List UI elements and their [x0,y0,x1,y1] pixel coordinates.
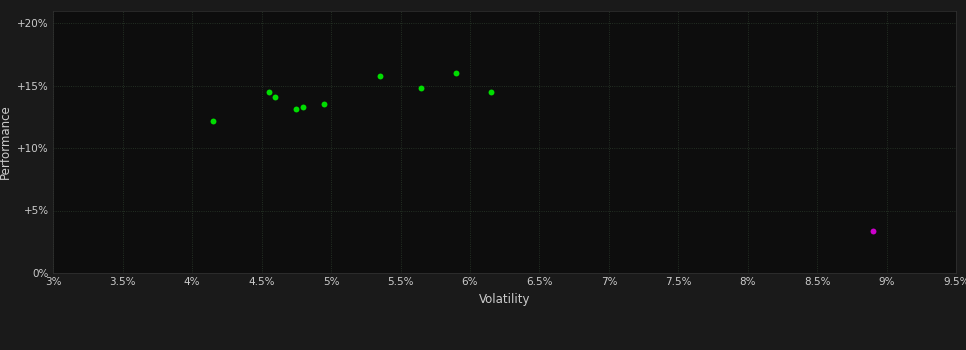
Point [205,118,220,123]
Point [296,104,311,110]
Point [866,228,881,233]
Point [413,85,429,91]
Point [372,73,387,78]
Point [483,89,498,95]
Point [268,94,283,99]
Point [448,70,464,76]
Point [261,89,276,95]
X-axis label: Volatility: Volatility [479,293,530,306]
Point [289,106,304,112]
Y-axis label: Performance: Performance [0,104,12,179]
Point [317,102,332,107]
